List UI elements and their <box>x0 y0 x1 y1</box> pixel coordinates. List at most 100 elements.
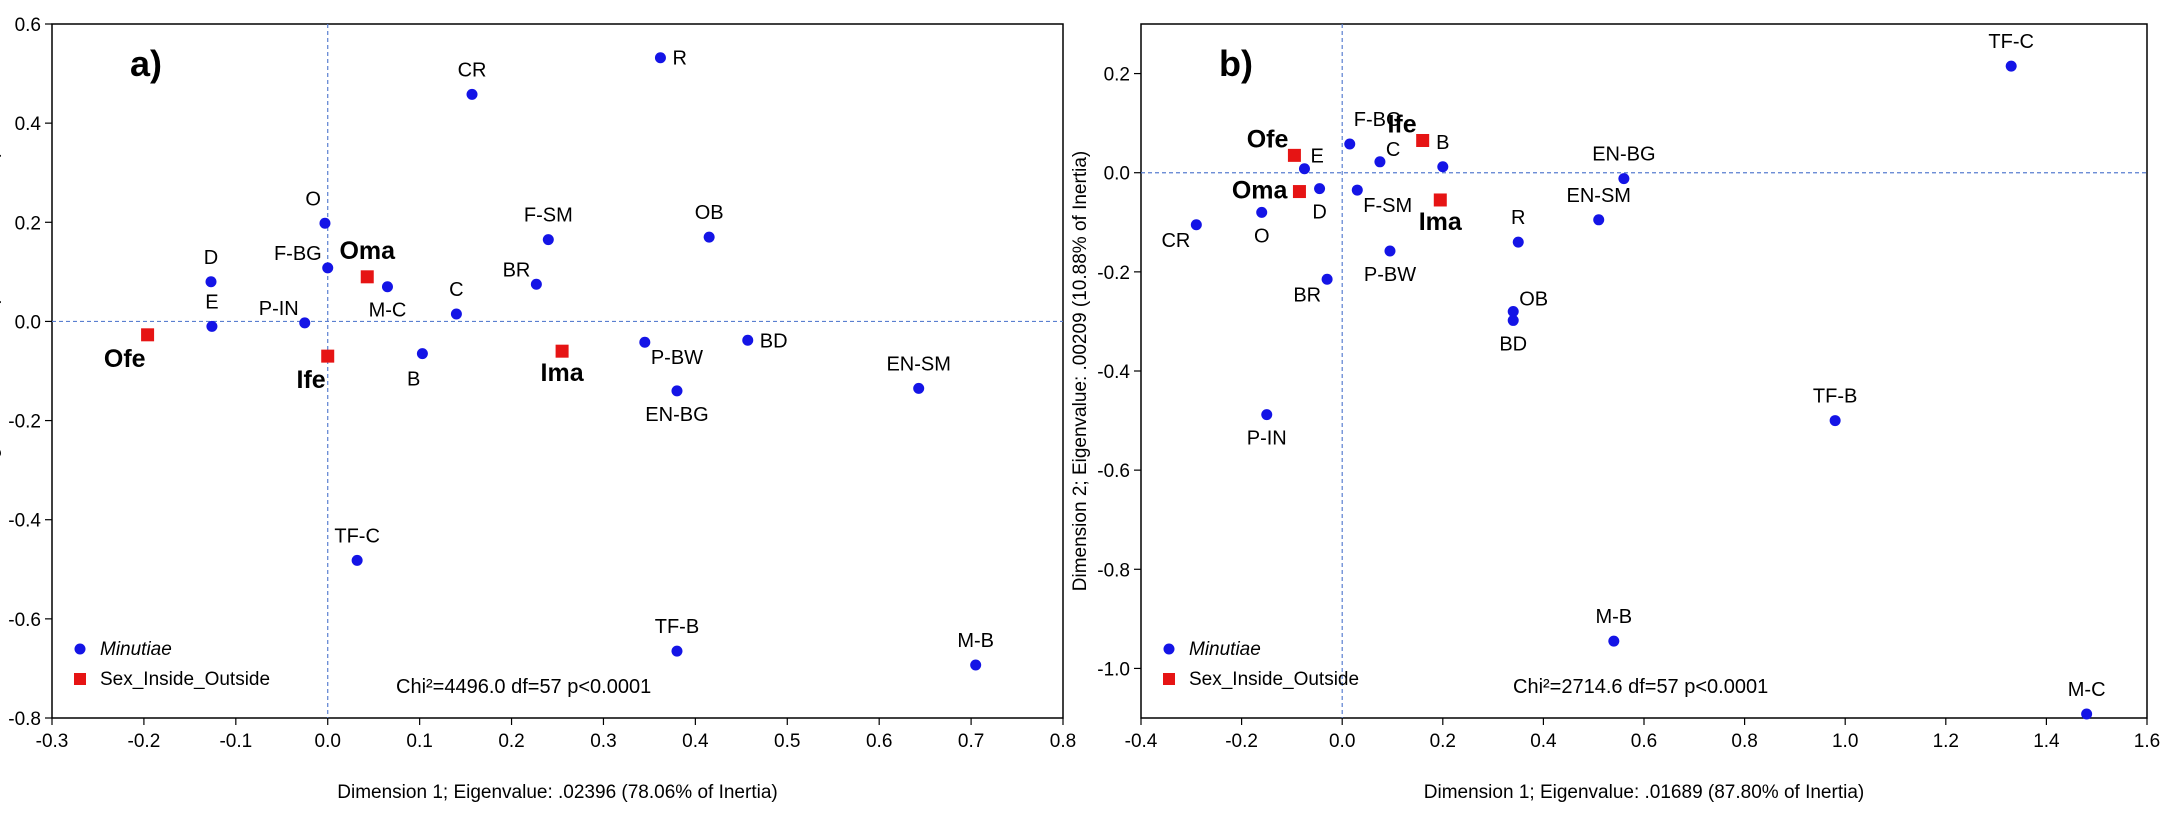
minutiae-point <box>1190 219 1202 231</box>
y-tick-label: 0.2 <box>1104 65 1130 86</box>
minutiae-point <box>970 659 982 671</box>
x-tick-label: 1.6 <box>2134 731 2160 752</box>
x-axis-label: Dimension 1; Eigenvalue: .01689 (87.80% … <box>1424 782 1864 803</box>
x-tick-label: 1.0 <box>1832 731 1858 752</box>
minutiae-point <box>1507 314 1519 326</box>
minutiae-point <box>205 276 217 288</box>
x-tick-label: 0.6 <box>1631 731 1657 752</box>
x-tick-label: 0.2 <box>498 731 524 752</box>
chart-panel-b: -0.4 -0.2 0.0 0.2 0.4 0.6 0.8 1.0 1.2 1.4 1.6 -1.0 -… <box>1070 23 2160 803</box>
category-label: Ofe <box>1247 125 1289 153</box>
minutiae-point <box>742 334 754 346</box>
y-tick-label: -0.8 <box>8 709 41 730</box>
legend-label-minutiae: Minutiae <box>1189 639 1261 660</box>
point-label: CR <box>1161 230 1190 252</box>
minutiae-point <box>466 88 478 100</box>
minutiae-point <box>1314 183 1326 195</box>
x-tick-label: 0.8 <box>1731 731 1757 752</box>
x-tick-label: 0.4 <box>682 731 709 752</box>
minutiae-point <box>913 382 925 394</box>
y-tick-label: -0.6 <box>1097 461 1130 482</box>
y-tick-label: -0.2 <box>8 412 41 433</box>
legend-label-sex: Sex_Inside_Outside <box>1189 669 1359 690</box>
point-label: TF-C <box>334 525 380 547</box>
x-tick-label: 0.4 <box>1530 731 1557 752</box>
x-tick-label: 0.0 <box>1329 731 1355 752</box>
x-tick-label: -0.4 <box>1125 731 1158 752</box>
category-label: Ife <box>297 366 326 394</box>
point-label: BD <box>1499 333 1527 355</box>
y-tick-label: -0.4 <box>8 511 41 532</box>
y-axis-label: Dimension 2; Eigenvalue: .00209 (10.88% … <box>1070 151 1091 591</box>
y-tick-label: -0.4 <box>1097 362 1130 383</box>
minutiae-point <box>299 317 311 329</box>
point-label: P-IN <box>1247 428 1287 450</box>
minutiae-point <box>319 217 331 229</box>
y-tick-label: 0.0 <box>15 312 41 333</box>
category-marker <box>321 349 335 363</box>
point-label: TF-C <box>1988 31 2034 53</box>
minutiae-point <box>1608 635 1620 647</box>
minutiae-point <box>1261 409 1273 421</box>
y-tick-label: 0.0 <box>1104 164 1130 185</box>
point-label: F-SM <box>524 205 573 227</box>
point-label: CR <box>458 59 487 81</box>
minutiae-point <box>322 262 334 274</box>
legend-circle-icon <box>74 643 86 655</box>
point-label: O <box>305 188 321 210</box>
point-label: E <box>205 291 218 313</box>
legend-label-minutiae: Minutiae <box>100 639 172 660</box>
x-tick-label: 0.2 <box>1430 731 1456 752</box>
point-label: TF-B <box>655 616 699 638</box>
minutiae-point <box>542 234 554 246</box>
category-label: Oma <box>1232 177 1289 205</box>
minutiae-point <box>1351 184 1363 196</box>
point-label: BR <box>1293 284 1321 306</box>
minutiae-point <box>1384 245 1396 257</box>
point-label: TF-B <box>1813 386 1857 408</box>
chi-square-annotation: Chi²=2714.6 df=57 p<0.0001 <box>1513 676 1768 698</box>
point-label: BR <box>503 259 531 281</box>
minutiae-point <box>671 645 683 657</box>
point-label: M-B <box>1595 606 1632 628</box>
panel-label: a) <box>130 43 162 84</box>
point-label: P-BW <box>651 347 703 369</box>
x-tick-label: -0.2 <box>128 731 161 752</box>
minutiae-point <box>1593 214 1605 226</box>
x-tick-label: 0.1 <box>406 731 432 752</box>
point-label: OB <box>695 202 724 224</box>
y-tick-label: -0.2 <box>1097 263 1130 284</box>
legend-circle-icon <box>1163 643 1175 655</box>
y-tick-label: -0.6 <box>8 610 41 631</box>
point-label: P-BW <box>1364 264 1416 286</box>
x-tick-label: -0.2 <box>1225 731 1258 752</box>
x-axis-label: Dimension 1; Eigenvalue: .02396 (78.06% … <box>337 782 777 803</box>
x-tick-label: 0.6 <box>866 731 892 752</box>
x-tick-label: -0.1 <box>219 731 252 752</box>
minutiae-point <box>381 281 393 293</box>
y-tick-label: -1.0 <box>1097 659 1130 680</box>
minutiae-point <box>351 554 363 566</box>
minutiae-point <box>671 385 683 397</box>
point-label: D <box>204 247 218 269</box>
y-axis-label: Dimension 2; Eigenvalue: .00447 (14.56% … <box>0 151 2 591</box>
minutiae-point <box>1298 163 1310 175</box>
minutiae-point <box>1507 306 1519 318</box>
x-tick-label: 0.7 <box>958 731 984 752</box>
category-marker <box>141 328 155 342</box>
point-label: D <box>1312 202 1326 224</box>
point-label: B <box>1436 132 1449 154</box>
plot-frame <box>1140 23 2148 719</box>
category-marker <box>1287 148 1301 162</box>
minutiae-point <box>206 320 218 332</box>
category-marker <box>1433 193 1447 207</box>
y-tick-label: 0.6 <box>15 15 41 36</box>
point-label: R <box>1511 207 1525 229</box>
minutiae-point <box>703 231 715 243</box>
x-tick-label: 0.8 <box>1050 731 1076 752</box>
minutiae-point <box>530 278 542 290</box>
category-label: Ima <box>541 359 585 387</box>
point-label: M-B <box>957 630 994 652</box>
point-label: M-C <box>369 300 407 322</box>
point-label: C <box>1386 139 1400 161</box>
